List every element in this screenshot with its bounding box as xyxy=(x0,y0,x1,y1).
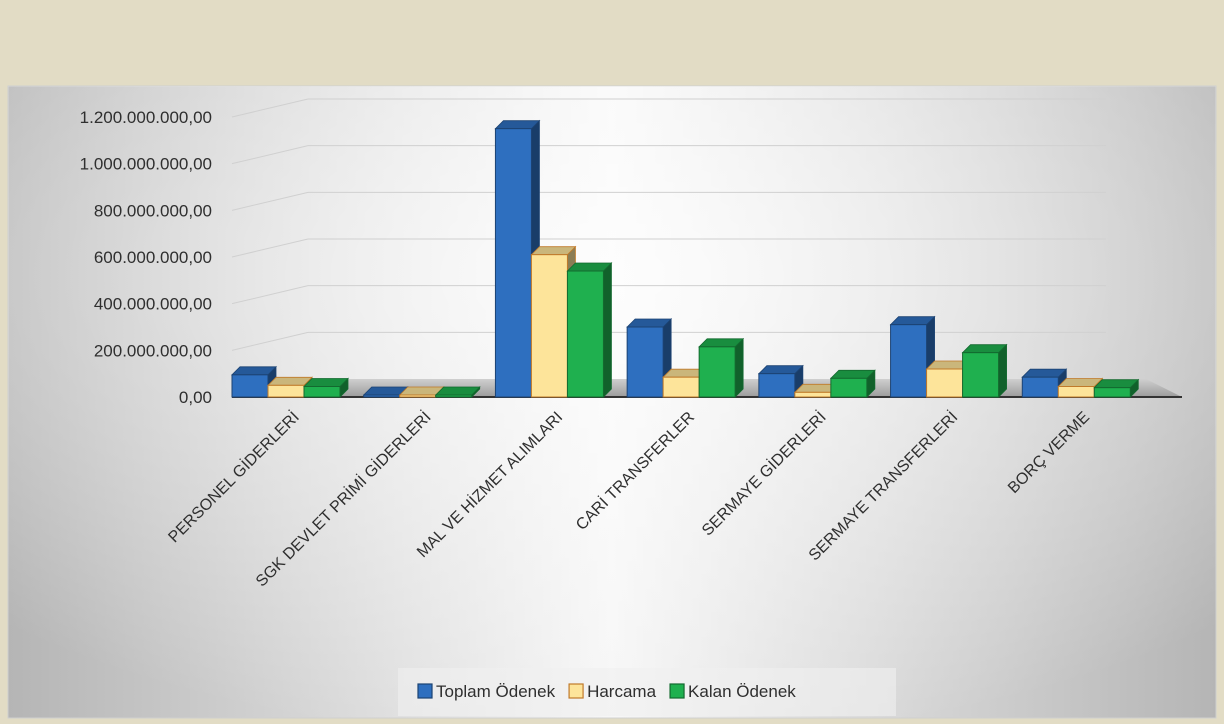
bar-kalan xyxy=(698,337,745,398)
bar-top xyxy=(829,369,876,379)
bar-kalan xyxy=(434,386,481,398)
legend-label: Harcama xyxy=(587,682,657,701)
bar-front xyxy=(830,377,868,398)
y-axis: 0,00 200.000.000,00 400.000.000,00 600.000.… xyxy=(80,108,212,407)
bar-kalan xyxy=(829,369,876,398)
bar-front xyxy=(794,391,832,398)
bar-side xyxy=(734,337,744,398)
y-tick-label: 600.000.000,00 xyxy=(94,248,212,267)
bar-top xyxy=(530,246,577,256)
bar-side xyxy=(998,343,1007,398)
grid-lines xyxy=(231,98,1106,351)
bar-top xyxy=(889,316,936,326)
bar-front xyxy=(962,352,1000,398)
bar-front xyxy=(926,368,964,398)
legend-box xyxy=(398,668,896,716)
legend-swatch xyxy=(568,683,584,699)
bar-front xyxy=(530,254,568,398)
bar-front xyxy=(267,384,305,398)
bar-top xyxy=(626,318,673,328)
bar-front xyxy=(1057,386,1095,398)
bar-top xyxy=(303,378,349,387)
grid-line-back xyxy=(231,98,309,118)
y-tick-label: 0,00 xyxy=(179,388,212,407)
y-tick-label: 1.200.000.000,00 xyxy=(80,108,212,127)
grid-line-back xyxy=(231,331,309,351)
bar-front xyxy=(231,374,269,398)
grid-line-back xyxy=(231,191,309,211)
grid-line-back xyxy=(231,238,309,258)
bar-kalan xyxy=(1093,378,1140,398)
bar-top xyxy=(1057,378,1104,387)
bar-front xyxy=(363,394,401,398)
bar-front xyxy=(626,326,664,398)
bar-front xyxy=(890,324,928,398)
bar-top xyxy=(231,366,277,376)
bar-front xyxy=(758,373,796,398)
y-tick-label: 400.000.000,00 xyxy=(94,295,212,314)
bar-top xyxy=(1021,368,1068,378)
bar-kalan xyxy=(566,262,613,398)
legend: Toplam Ödenek Harcama Kalan Ödenek xyxy=(398,668,896,716)
legend-item: Kalan Ödenek xyxy=(669,682,796,701)
bar-front xyxy=(1093,387,1131,398)
bar-front xyxy=(698,346,736,398)
bar-front xyxy=(303,386,341,398)
bar-top xyxy=(961,344,1008,354)
bar-side xyxy=(603,262,612,398)
bar-front xyxy=(435,394,473,398)
bar-front xyxy=(566,270,604,398)
legend-swatch xyxy=(417,683,433,699)
legend-item: Toplam Ödenek xyxy=(417,682,556,701)
legend-swatch xyxy=(669,683,685,699)
grid-line-back xyxy=(231,285,309,305)
bar-front xyxy=(399,394,437,398)
grid-line-back xyxy=(231,145,309,165)
bar-top xyxy=(267,376,313,386)
legend-item: Harcama xyxy=(568,682,657,701)
bar-toplam xyxy=(757,364,804,398)
bar-front xyxy=(662,376,700,398)
bar-top xyxy=(566,262,613,272)
bar-top xyxy=(1093,379,1140,389)
y-tick-label: 200.000.000,00 xyxy=(94,341,212,360)
bar-toplam xyxy=(889,315,936,398)
y-tick-label: 1.000.000.000,00 xyxy=(80,155,212,174)
y-tick-label: 800.000.000,00 xyxy=(94,201,212,220)
legend-label: Kalan Ödenek xyxy=(688,682,796,701)
bar-top xyxy=(757,365,804,375)
bars xyxy=(231,119,1140,398)
bar-top xyxy=(434,386,481,396)
bar-top xyxy=(494,120,541,130)
plot-highlight xyxy=(8,86,1216,718)
bar-front xyxy=(494,128,532,398)
bar-kalan xyxy=(961,343,1008,398)
bar-kalan xyxy=(303,377,349,398)
bar-front xyxy=(1021,376,1059,398)
bar-top xyxy=(698,338,745,348)
legend-label: Toplam Ödenek xyxy=(436,682,556,701)
